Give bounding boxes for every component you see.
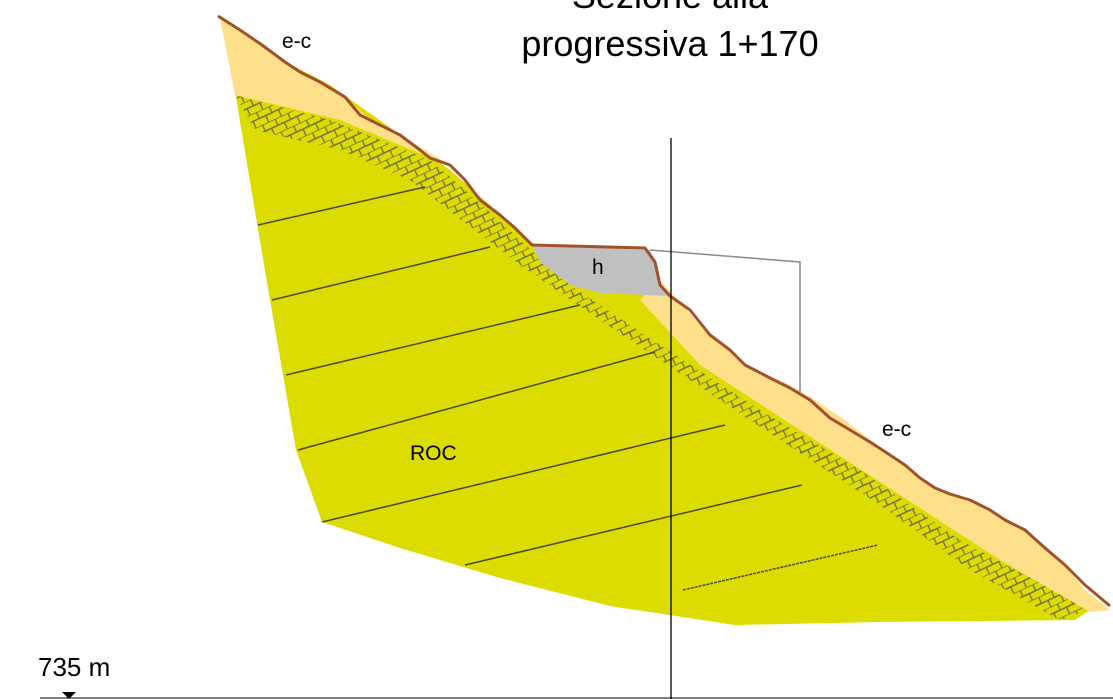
label-roc: ROC <box>410 442 457 465</box>
title-line2: progressiva 1+170 <box>521 23 818 64</box>
label-ec-top: e-c <box>282 30 311 53</box>
ground-surface <box>217 14 1111 608</box>
bedding-lines <box>257 186 879 591</box>
label-ec-right: e-c <box>882 418 911 441</box>
fill-material-h <box>532 245 668 296</box>
fractured-rock-band <box>235 95 1090 620</box>
design-profile <box>649 249 801 392</box>
label-h: h <box>592 256 604 279</box>
elevation-label: 735 m <box>38 652 110 682</box>
datum-marker <box>62 692 76 699</box>
title-line1: Sezione alla <box>572 0 769 16</box>
